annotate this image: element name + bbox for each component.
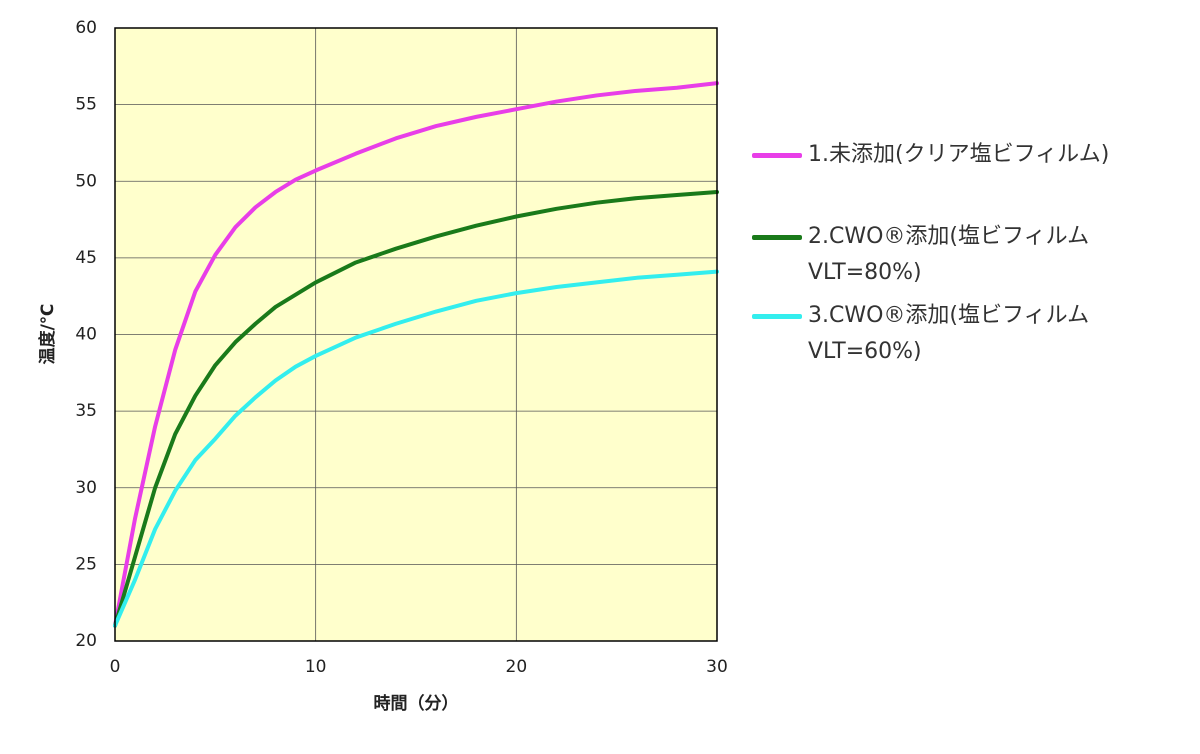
y-tick-label: 45 (75, 248, 97, 268)
legend-item: 3.CWO®添加(塩ビフィルム VLT=60%) (752, 298, 1153, 370)
legend-item: 2.CWO®添加(塩ビフィルム VLT=80%) (752, 219, 1153, 291)
data-line (113, 269, 719, 628)
data-line (113, 189, 719, 628)
y-tick-label: 55 (75, 95, 97, 115)
x-axis-label: 時間（分） (374, 693, 459, 714)
y-tick-label: 60 (75, 18, 97, 38)
y-tick-label: 40 (75, 325, 97, 345)
y-tick-label: 25 (75, 554, 97, 574)
plot-border (114, 27, 718, 642)
legend-swatch (752, 153, 802, 158)
y-tick-label: 30 (75, 478, 97, 498)
y-tick-label: 35 (75, 401, 97, 421)
y-axis-label: 温度/℃ (37, 304, 58, 365)
y-tick-label: 20 (75, 631, 97, 651)
y-tick-label: 50 (75, 171, 97, 191)
legend-item: 1.未添加(クリア塩ビフィルム) (752, 137, 1153, 173)
legend-label: 3.CWO®添加(塩ビフィルム VLT=60%) (808, 303, 1090, 364)
x-tick-label: 10 (305, 657, 327, 677)
x-tick-label: 20 (506, 657, 528, 677)
x-tick-label: 30 (706, 657, 728, 677)
legend-label: 1.未添加(クリア塩ビフィルム) (808, 142, 1110, 167)
legend-swatch (752, 314, 802, 319)
legend-label: 2.CWO®添加(塩ビフィルム VLT=80%) (808, 224, 1090, 285)
legend-swatch (752, 235, 802, 240)
x-tick-label: 0 (110, 657, 121, 677)
data-line (113, 81, 719, 628)
